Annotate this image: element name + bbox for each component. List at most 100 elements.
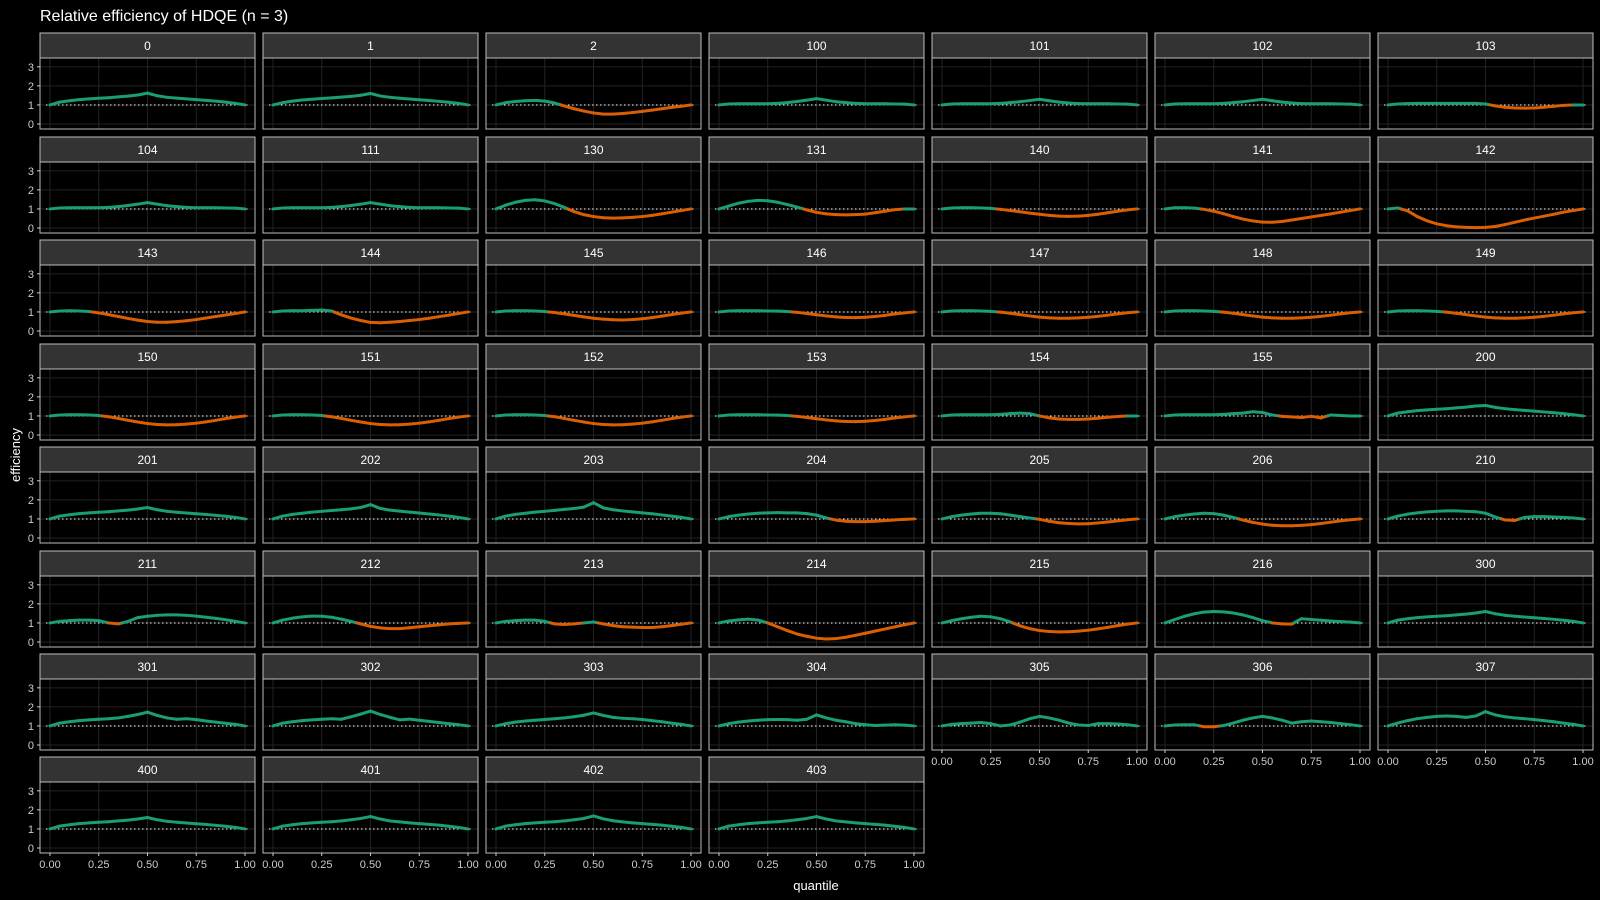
facet-panel: 210 xyxy=(1377,446,1594,544)
facet-label: 210 xyxy=(1475,453,1495,467)
facet-label: 104 xyxy=(137,143,157,157)
series-segment xyxy=(1474,510,1487,515)
facet-label: 140 xyxy=(1029,143,1049,157)
series-segment xyxy=(271,309,285,314)
series-segment xyxy=(1445,310,1458,315)
series-segment xyxy=(1425,219,1439,226)
series-segment xyxy=(737,822,750,827)
series-segment xyxy=(1222,513,1235,519)
series-segment xyxy=(572,107,586,113)
series-segment xyxy=(1222,212,1235,219)
series-segment xyxy=(660,417,673,422)
series-segment xyxy=(310,413,324,418)
series-segment xyxy=(543,717,556,721)
facet-label: 307 xyxy=(1475,660,1495,674)
series-segment xyxy=(553,311,566,316)
series-segment xyxy=(494,309,508,314)
series-segment xyxy=(1523,717,1536,722)
facet-label: 401 xyxy=(360,763,380,777)
series-segment xyxy=(670,721,683,726)
y-tick-label: 0 xyxy=(28,533,34,545)
x-axis-label: quantile xyxy=(793,878,839,893)
series-segment xyxy=(999,310,1012,315)
facet-panel: 305 0.00 0.25 0.50 0.75 1.00 xyxy=(931,653,1148,768)
series-segment xyxy=(631,421,644,426)
series-segment xyxy=(1300,315,1313,320)
series-segment xyxy=(1096,313,1110,318)
series-segment xyxy=(950,617,963,623)
series-segment xyxy=(1212,209,1225,216)
facet-strip xyxy=(708,343,925,370)
series-segment xyxy=(1406,511,1419,516)
series-segment xyxy=(999,101,1012,105)
y-tick-label: 3 xyxy=(28,476,34,488)
series-segment xyxy=(1300,215,1313,220)
series-segment xyxy=(58,619,71,623)
series-segment xyxy=(1067,101,1080,106)
series-segment xyxy=(1125,207,1139,212)
series-segment xyxy=(214,823,227,828)
facet-strip xyxy=(485,756,702,783)
facet-strip xyxy=(262,32,479,59)
series-segment xyxy=(1406,616,1419,621)
series-segment xyxy=(1125,102,1139,107)
facet-strip xyxy=(39,343,256,370)
series-segment xyxy=(1241,99,1255,104)
series-segment xyxy=(204,98,218,103)
series-segment xyxy=(1503,220,1517,227)
series-segment xyxy=(1163,723,1177,728)
series-segment xyxy=(146,613,159,618)
series-segment xyxy=(1231,718,1245,725)
series-segment xyxy=(185,613,198,618)
series-segment xyxy=(1386,514,1400,521)
facet-panel: 302 xyxy=(262,653,479,751)
series-segment xyxy=(834,819,848,824)
series-segment xyxy=(795,632,809,638)
series-segment xyxy=(1348,723,1362,728)
series-segment xyxy=(369,201,382,206)
series-segment xyxy=(1241,410,1255,415)
series-segment xyxy=(815,815,828,821)
facet-label: 130 xyxy=(583,143,603,157)
series-segment xyxy=(1309,414,1323,420)
series-segment xyxy=(999,617,1012,624)
series-segment xyxy=(1300,719,1313,724)
x-tick-label: 0.75 xyxy=(409,859,430,871)
facet-label: 152 xyxy=(583,350,603,364)
series-segment xyxy=(562,104,576,111)
series-segment xyxy=(1173,614,1186,622)
series-segment xyxy=(408,717,421,722)
series-segment xyxy=(863,211,877,216)
facet-label: 214 xyxy=(806,557,826,571)
series-segment xyxy=(185,821,198,826)
series-segment xyxy=(553,716,566,721)
series-segment xyxy=(1339,311,1352,316)
series-segment xyxy=(1280,414,1294,419)
series-segment xyxy=(1086,314,1100,319)
series-segment xyxy=(1396,410,1409,415)
series-segment xyxy=(233,515,247,521)
series-segment xyxy=(136,710,149,716)
series-segment xyxy=(1222,101,1235,105)
facet-label: 301 xyxy=(137,660,157,674)
series-segment xyxy=(1552,103,1565,108)
panel-border xyxy=(708,57,925,130)
series-segment xyxy=(815,210,828,216)
series-segment xyxy=(233,101,247,107)
series-segment xyxy=(1116,414,1129,419)
y-tick-label: 2 xyxy=(28,702,34,714)
series-segment xyxy=(1542,719,1556,724)
panel-border xyxy=(39,368,256,441)
series-segment xyxy=(940,102,954,107)
series-segment xyxy=(1339,518,1352,523)
series-segment xyxy=(1163,618,1177,625)
series-segment xyxy=(48,100,62,107)
series-segment xyxy=(1562,208,1575,214)
series-segment xyxy=(1339,208,1352,214)
facet-strip xyxy=(1377,446,1594,473)
series-segment xyxy=(640,213,654,219)
y-tick-label: 3 xyxy=(28,166,34,178)
series-segment xyxy=(494,722,508,728)
series-segment xyxy=(1484,610,1497,616)
